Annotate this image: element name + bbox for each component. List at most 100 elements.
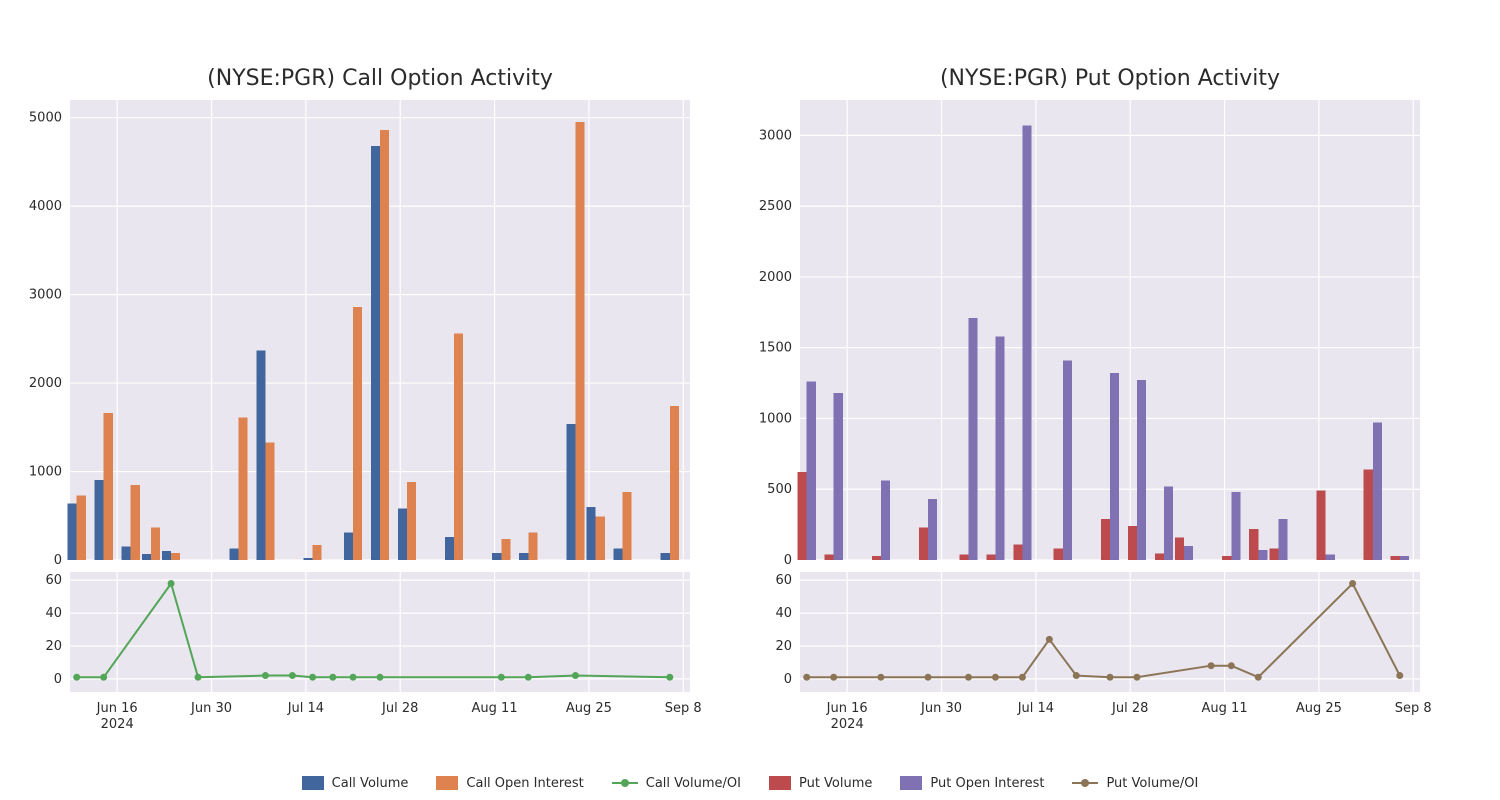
ratio-marker [73, 674, 80, 681]
bar-open-interest [670, 406, 679, 560]
legend-line-swatch [1072, 776, 1098, 790]
svg-text:Jul 28: Jul 28 [381, 701, 418, 716]
svg-text:1000: 1000 [759, 411, 792, 426]
ratio-marker [1396, 672, 1403, 679]
ratio-marker [803, 674, 810, 681]
ratio-marker [1073, 672, 1080, 679]
svg-text:Jun 16: Jun 16 [826, 701, 868, 716]
ratio-marker [309, 674, 316, 681]
svg-text:20: 20 [775, 639, 792, 654]
ratio-marker [877, 674, 884, 681]
svg-text:2500: 2500 [759, 199, 792, 214]
bar-open-interest [1164, 486, 1173, 560]
ratio-marker [1255, 674, 1262, 681]
ratio-marker [289, 672, 296, 679]
svg-text:2024: 2024 [101, 717, 134, 732]
legend-swatch [436, 776, 458, 790]
bar-volume [566, 424, 575, 560]
ratio-marker [1019, 674, 1026, 681]
bar-volume [1269, 549, 1278, 560]
bar-volume [825, 554, 834, 560]
bar-open-interest [1373, 423, 1382, 560]
bar-open-interest [596, 517, 605, 560]
bar-open-interest [454, 334, 463, 560]
bar-volume [344, 533, 353, 560]
svg-text:Aug 11: Aug 11 [1202, 701, 1248, 716]
svg-text:1000: 1000 [29, 465, 62, 480]
bar-open-interest [1063, 360, 1072, 560]
bar-open-interest [881, 481, 890, 560]
ratio-marker [1208, 662, 1215, 669]
svg-text:3000: 3000 [759, 128, 792, 143]
svg-text:Jun 30: Jun 30 [920, 701, 962, 716]
svg-text:60: 60 [45, 573, 62, 588]
bar-volume [1364, 469, 1373, 560]
bar-open-interest [928, 499, 937, 560]
ratio-marker [498, 674, 505, 681]
legend-item: Call Open Interest [436, 776, 583, 791]
legend-item: Put Volume/OI [1072, 776, 1198, 791]
bar-volume [1222, 556, 1231, 560]
ratio-marker [572, 672, 579, 679]
call-ratio-chart-svg: 0204060Jun 162024Jun 30Jul 14Jul 28Aug 1… [10, 572, 720, 752]
bar-open-interest [1184, 546, 1193, 560]
chart-legend: Call Volume Call Open Interest Call Volume… [0, 776, 1500, 795]
legend-item: Call Volume [302, 776, 409, 791]
legend-swatch [302, 776, 324, 790]
svg-text:2000: 2000 [29, 376, 62, 391]
bar-volume [122, 547, 131, 560]
bar-open-interest [171, 553, 180, 560]
bar-open-interest [104, 413, 113, 560]
call-chart-title: (NYSE:PGR) Call Option Activity [70, 66, 690, 91]
ratio-marker [992, 674, 999, 681]
bar-open-interest [313, 545, 322, 560]
svg-text:0: 0 [784, 553, 792, 568]
ratio-marker [350, 674, 357, 681]
svg-text:Aug 25: Aug 25 [1296, 701, 1342, 716]
svg-text:60: 60 [775, 573, 792, 588]
bar-open-interest [623, 492, 632, 560]
svg-text:0: 0 [54, 553, 62, 568]
ratio-marker [1133, 674, 1140, 681]
bar-volume [519, 553, 528, 560]
ratio-marker [925, 674, 932, 681]
put-chart-title: (NYSE:PGR) Put Option Activity [800, 66, 1420, 91]
bar-open-interest [1110, 373, 1119, 560]
bar-volume [256, 350, 265, 560]
bar-open-interest [575, 122, 584, 560]
svg-text:3000: 3000 [29, 288, 62, 303]
bar-open-interest [151, 527, 160, 560]
bar-open-interest [1022, 125, 1031, 560]
legend-item: Call Volume/OI [612, 776, 741, 791]
bar-volume [986, 554, 995, 560]
legend-label: Call Volume/OI [646, 776, 741, 791]
bar-volume [1101, 519, 1110, 560]
svg-text:Sep 8: Sep 8 [1395, 701, 1432, 716]
svg-text:20: 20 [45, 639, 62, 654]
svg-text:Jun 16: Jun 16 [96, 701, 138, 716]
svg-text:Jun 30: Jun 30 [190, 701, 232, 716]
put-bar-chart-svg: 050010001500200025003000 [740, 100, 1450, 620]
bar-volume [162, 551, 171, 560]
call-bar-chart-panel: (NYSE:PGR) Call Option Activity 01000200… [70, 100, 690, 560]
legend-item: Put Open Interest [900, 776, 1044, 791]
bar-volume [304, 558, 313, 560]
legend-swatch [769, 776, 791, 790]
svg-text:Sep 8: Sep 8 [665, 701, 702, 716]
ratio-marker [965, 674, 972, 681]
bar-volume [1013, 544, 1022, 560]
svg-text:0: 0 [54, 672, 62, 687]
bar-volume [229, 549, 238, 561]
bar-volume [1317, 491, 1326, 560]
bar-open-interest [265, 442, 274, 560]
svg-text:Jul 14: Jul 14 [287, 701, 324, 716]
put-ratio-chart-svg: 0204060Jun 162024Jun 30Jul 14Jul 28Aug 1… [740, 572, 1450, 752]
call-bar-chart-svg: 010002000300040005000 [10, 100, 720, 620]
svg-text:2024: 2024 [831, 717, 864, 732]
legend-label: Call Volume [332, 776, 409, 791]
put-ratio-chart-panel: 0204060Jun 162024Jun 30Jul 14Jul 28Aug 1… [800, 572, 1420, 692]
svg-text:0: 0 [784, 672, 792, 687]
bar-open-interest [353, 307, 362, 560]
bar-volume [142, 554, 151, 560]
put-bar-chart-panel: (NYSE:PGR) Put Option Activity 050010001… [800, 100, 1420, 560]
